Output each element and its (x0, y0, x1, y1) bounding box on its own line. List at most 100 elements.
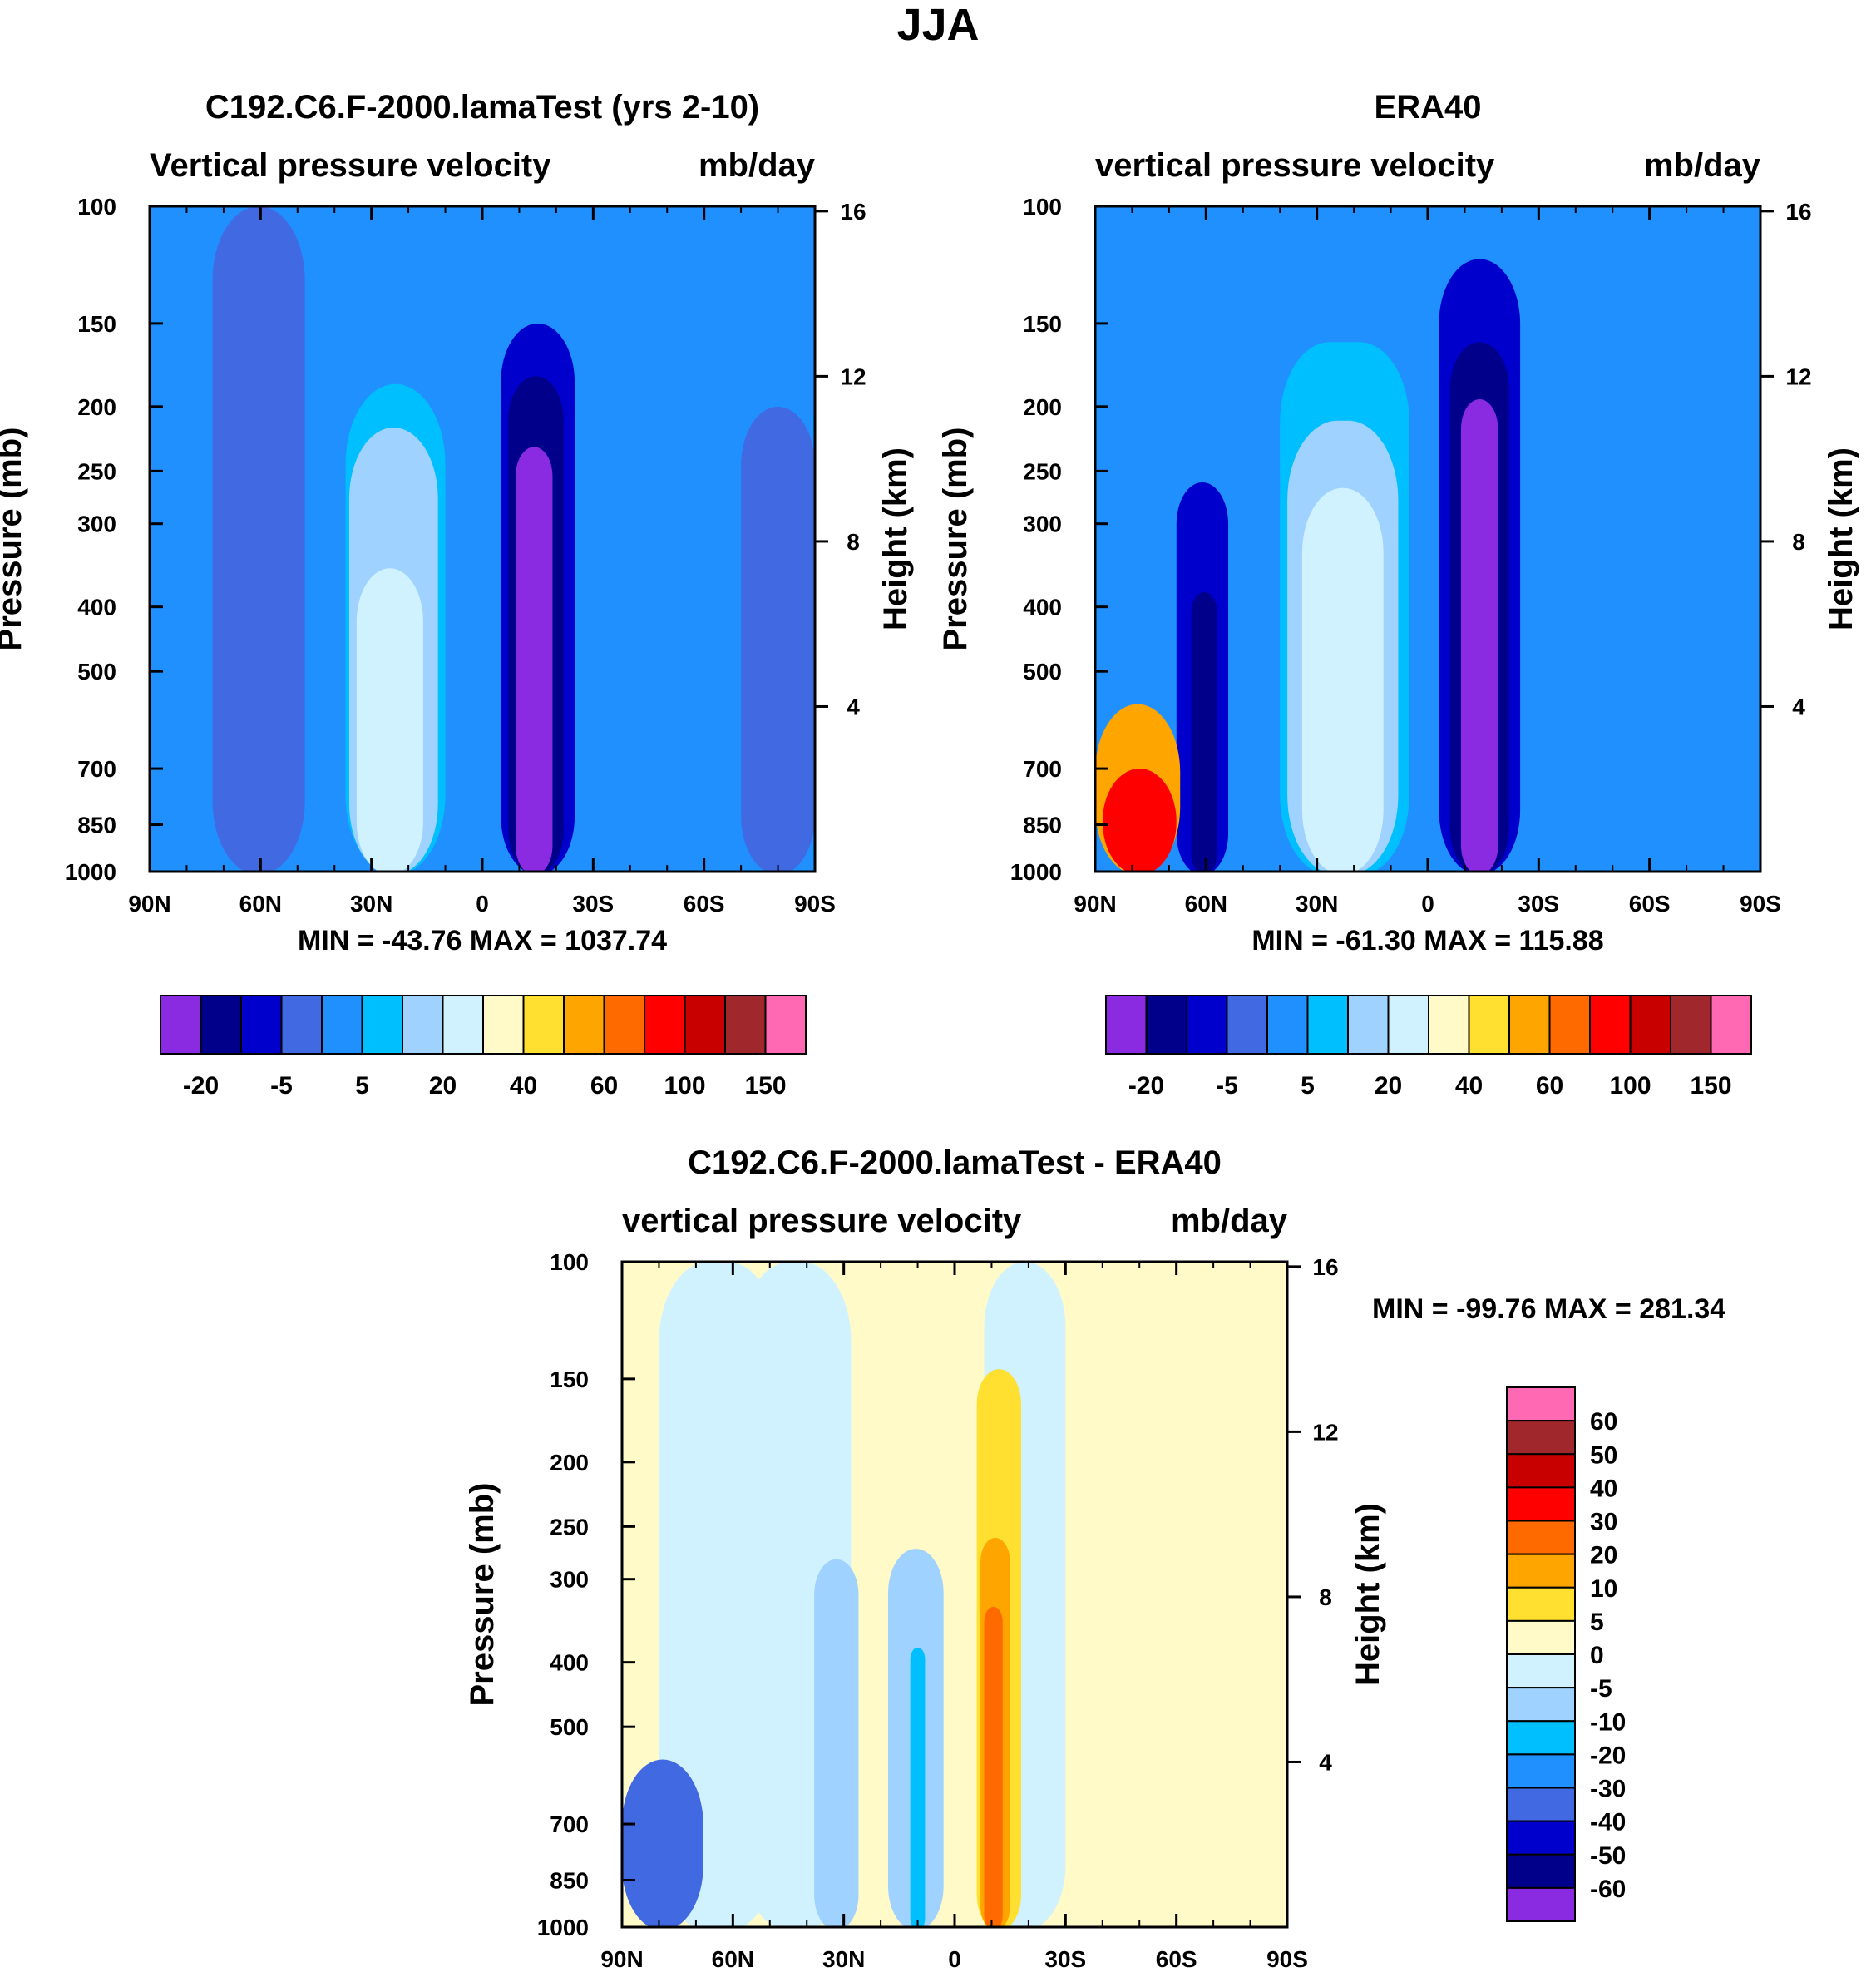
colorbar-swatch (160, 995, 202, 1055)
panel-units-label: mb/day (1171, 1203, 1288, 1239)
y2-tick-label: 8 (1792, 529, 1805, 555)
colorbar-label: 5 (1301, 1072, 1315, 1100)
colorbar-swatch (1506, 1520, 1576, 1555)
colorbar-swatch (1710, 995, 1752, 1055)
y-tick-label: 200 (77, 394, 116, 420)
y-tick-label: 250 (77, 458, 116, 484)
colorbar-swatch (1506, 1619, 1576, 1655)
contour-layer (622, 1262, 1066, 1927)
contour-region (1461, 399, 1498, 872)
colorbar-label: 5 (1590, 1609, 1604, 1636)
colorbar-swatch (1508, 995, 1551, 1055)
x-tick-label: 0 (948, 1946, 961, 1972)
colorbar-swatch (200, 995, 242, 1055)
contour-region (910, 1647, 926, 1927)
colorbar-swatch (1506, 1820, 1576, 1856)
y-tick-label: 400 (1023, 595, 1062, 620)
colorbar-swatch (1506, 1687, 1576, 1723)
colorbar-label: 60 (1536, 1072, 1563, 1100)
colorbar-swatch (1506, 1586, 1576, 1622)
colorbar-swatch (1670, 995, 1712, 1055)
y2-axis-label: Height (km) (1823, 447, 1859, 630)
panel-left-label: vertical pressure velocity (622, 1203, 1022, 1239)
colorbar-swatch (1226, 995, 1268, 1055)
y-tick-label: 700 (77, 756, 116, 782)
y2-tick-label: 4 (847, 694, 860, 719)
colorbar-era40: -20 -5 5 20 40 60 100 150 (1105, 995, 1752, 1100)
contour-region (1191, 591, 1217, 872)
colorbar-swatch (402, 995, 444, 1055)
colorbar-swatch (1506, 1720, 1576, 1756)
y-tick-label: 500 (550, 1714, 589, 1740)
panel-era40: ERA40 vertical pressure velocity mb/day 90N… (937, 89, 1859, 956)
x-tick-label: 30S (1518, 891, 1559, 917)
colorbar-label: -20 (1590, 1742, 1626, 1769)
panel-left-label: vertical pressure velocity (1095, 147, 1495, 184)
colorbar-label: 50 (1590, 1441, 1617, 1469)
panel-difference: C192.C6.F-2000.lamaTest - ERA40 vertical … (464, 1144, 1725, 1972)
colorbar-label: -5 (270, 1072, 293, 1100)
colorbar-label: -20 (1128, 1072, 1164, 1100)
y2-tick-label: 16 (1312, 1254, 1338, 1280)
colorbar-swatch (1506, 1386, 1576, 1422)
x-tick-label: 30N (1296, 891, 1338, 917)
panel-title: C192.C6.F-2000.lamaTest (yrs 2-10) (205, 89, 759, 126)
y-tick-label: 200 (550, 1450, 589, 1475)
colorbar-swatch (1506, 1886, 1576, 1922)
x-tick-label: 90N (128, 891, 170, 917)
colorbar-swatch (684, 995, 726, 1055)
y-tick-label: 700 (550, 1811, 589, 1837)
colorbar-label: -10 (1590, 1708, 1626, 1736)
colorbar-swatch (1506, 1787, 1576, 1822)
colorbar-swatch (603, 995, 645, 1055)
colorbar-label: 0 (1590, 1642, 1604, 1669)
colorbar-swatch (1306, 995, 1349, 1055)
x-tick-label: 0 (1421, 891, 1434, 917)
colorbar-swatch (644, 995, 686, 1055)
min-max-label: MIN = -99.76 MAX = 281.34 (1372, 1293, 1725, 1325)
y-tick-label: 150 (550, 1367, 589, 1392)
y-tick-label: 250 (550, 1514, 589, 1540)
colorbar-swatch (1506, 1553, 1576, 1589)
x-tick-label: 60N (239, 891, 282, 917)
x-tick-label: 60S (684, 891, 725, 917)
contour-layer (1095, 259, 1521, 872)
panel-units-label: mb/day (699, 147, 816, 184)
y-tick-label: 400 (550, 1650, 589, 1676)
figure-title: JJA (896, 0, 979, 50)
y2-axis-label: Height (km) (1350, 1503, 1386, 1686)
colorbar-label: 20 (429, 1072, 457, 1100)
y-axis-label: Pressure (mb) (937, 428, 974, 651)
x-tick-label: 60N (712, 1946, 754, 1972)
y-tick-label: 150 (77, 311, 116, 337)
colorbar-swatch (1506, 1486, 1576, 1522)
y-tick-label: 100 (77, 194, 116, 220)
colorbar-swatch (764, 995, 807, 1055)
y2-axis-label: Height (km) (877, 447, 914, 630)
contour-region (212, 206, 305, 872)
y-tick-label: 700 (1023, 756, 1062, 782)
contour-region (622, 1759, 704, 1927)
colorbar-label: 5 (355, 1072, 369, 1100)
y-tick-label: 200 (1023, 394, 1062, 420)
panel-model: C192.C6.F-2000.lamaTest (yrs 2-10) Vertic… (0, 89, 914, 956)
panel-left-label: Vertical pressure velocity (150, 147, 551, 184)
min-max-label: MIN = -61.30 MAX = 115.88 (1251, 925, 1603, 956)
y-tick-label: 500 (77, 659, 116, 685)
x-tick-label: 90N (600, 1946, 643, 1972)
x-tick-label: 0 (476, 891, 489, 917)
colorbar-swatch (1506, 1653, 1576, 1689)
colorbar-swatch (1145, 995, 1187, 1055)
colorbar-swatch (1589, 995, 1632, 1055)
colorbar-label: 20 (1375, 1072, 1402, 1100)
colorbar-swatch (1548, 995, 1591, 1055)
y-tick-label: 300 (77, 512, 116, 537)
colorbar-swatch (1629, 995, 1671, 1055)
colorbar-swatch (563, 995, 605, 1055)
colorbar-label: -50 (1590, 1842, 1626, 1870)
x-tick-label: 90S (1266, 1946, 1308, 1972)
x-tick-label: 90S (1740, 891, 1781, 917)
min-max-label: MIN = -43.76 MAX = 1037.74 (298, 925, 667, 956)
